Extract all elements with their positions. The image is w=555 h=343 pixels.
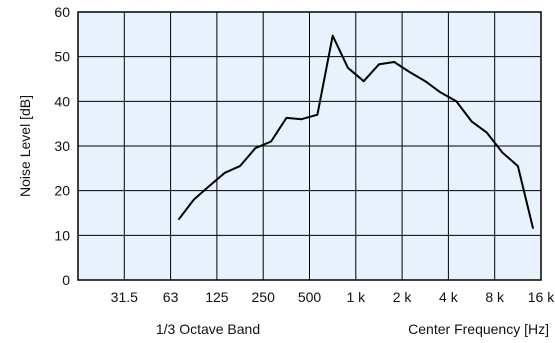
grid-lines — [78, 12, 541, 280]
x-tick-label: 1 k — [346, 289, 366, 305]
x-tick-label: 4 k — [439, 289, 459, 305]
x-tick-label: 16 k — [528, 289, 555, 305]
y-tick-label: 10 — [54, 227, 70, 243]
plot-frame — [77, 11, 542, 281]
x-tick-label: 8 k — [485, 289, 505, 305]
x-tick-label: 31.5 — [111, 289, 138, 305]
y-axis-label: Noise Level [dB] — [17, 95, 33, 197]
y-tick-labels: 0 10 20 30 40 50 60 — [54, 4, 70, 288]
x-tick-label: 125 — [205, 289, 229, 305]
x-tick-label: 2 k — [393, 289, 413, 305]
x-axis-label-left: 1/3 Octave Band — [156, 321, 260, 337]
y-tick-label: 20 — [54, 183, 70, 199]
y-tick-label: 0 — [62, 272, 70, 288]
noise-level-line — [177, 34, 535, 229]
x-tick-label: 500 — [298, 289, 322, 305]
x-tick-labels: 31.5 63 125 250 500 1 k 2 k 4 k 8 k 16 k — [111, 289, 555, 305]
x-tick-label: 63 — [163, 289, 179, 305]
y-tick-label: 40 — [54, 93, 70, 109]
x-axis-label-right: Center Frequency [Hz] — [408, 321, 549, 337]
y-tick-label: 50 — [54, 49, 70, 65]
x-tick-label: 250 — [252, 289, 276, 305]
y-tick-label: 60 — [54, 4, 70, 20]
y-tick-label: 30 — [54, 138, 70, 154]
